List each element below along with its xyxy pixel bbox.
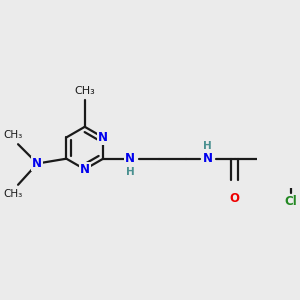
Text: N: N	[125, 152, 135, 165]
Text: CH₃: CH₃	[74, 86, 95, 96]
Text: H: H	[203, 141, 212, 151]
Polygon shape	[257, 130, 300, 188]
Text: CH₃: CH₃	[4, 130, 23, 140]
Text: N: N	[98, 131, 108, 144]
Text: N: N	[202, 152, 212, 165]
Text: N: N	[32, 157, 42, 170]
Text: H: H	[126, 167, 135, 177]
Text: N: N	[80, 163, 90, 176]
Text: O: O	[230, 191, 240, 205]
Text: Cl: Cl	[284, 195, 297, 208]
Text: CH₃: CH₃	[4, 189, 23, 199]
